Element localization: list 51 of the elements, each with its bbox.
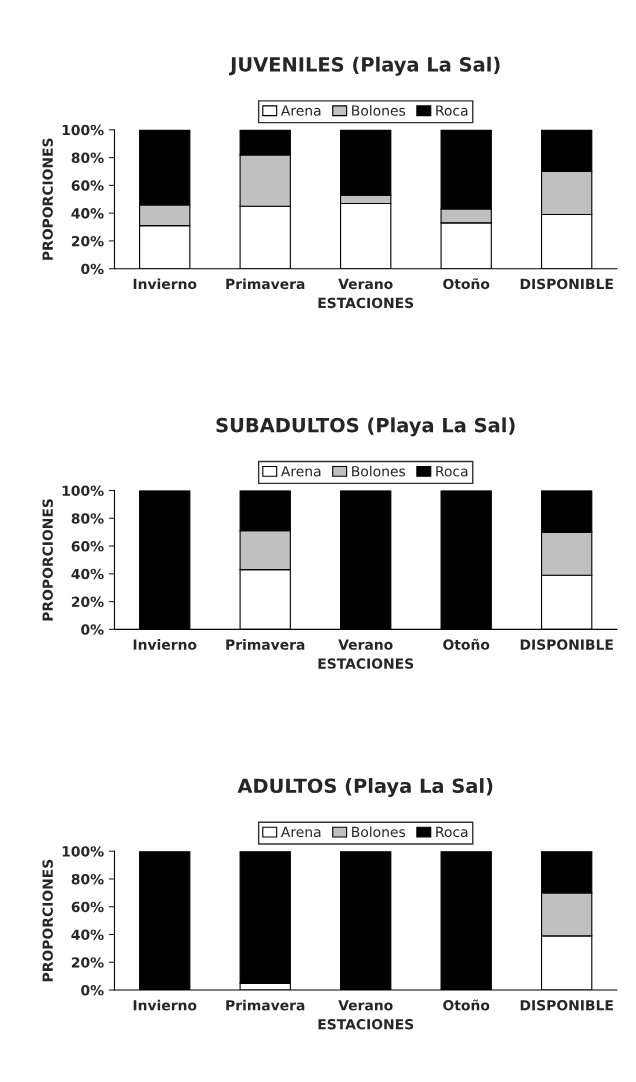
x-tick-label: Verano — [338, 639, 393, 650]
x-tick-label: Primavera — [226, 639, 305, 650]
x-tick-label: DISPONIBLE — [520, 639, 613, 650]
legend-label: Bolones — [352, 465, 406, 477]
y-tick-label: 60% — [71, 180, 104, 191]
legend-label: Arena — [280, 826, 321, 838]
y-axis-title: PROPORCIONES — [42, 499, 53, 621]
x-axis-title: ESTACIONES — [318, 658, 414, 669]
x-tick-label: Otoño — [443, 999, 490, 1011]
y-tick-label: 80% — [71, 873, 104, 885]
legend-label: Roca — [436, 826, 468, 838]
legend-label: Roca — [436, 105, 468, 116]
x-tick-label: Otoño — [443, 638, 490, 650]
x-tick-label: Invierno — [133, 639, 197, 650]
y-tick-label: 100% — [62, 846, 104, 857]
y-axis-title: PROPORCIONES — [42, 859, 53, 982]
legend-label: Arena — [280, 105, 321, 116]
chart-title: ADULTOS (Playa La Sal) — [237, 778, 493, 798]
y-tick-label: 40% — [71, 568, 104, 580]
y-tick-label: 80% — [71, 513, 104, 524]
x-tick-label: Primavera — [226, 278, 305, 290]
y-tick-label: 100% — [62, 124, 104, 136]
x-tick-label: Verano — [338, 1000, 393, 1011]
y-tick-label: 80% — [71, 152, 104, 164]
chart-title: JUVENILES (Playa La Sal) — [229, 56, 500, 76]
y-tick-label: 20% — [71, 596, 104, 608]
y-axis-title: PROPORCIONES — [42, 138, 53, 260]
y-tick-label: 20% — [71, 957, 104, 968]
x-tick-label: DISPONIBLE — [520, 278, 613, 290]
y-tick-label: 40% — [71, 208, 104, 219]
legend-label: Bolones — [352, 826, 406, 838]
y-tick-label: 100% — [62, 485, 104, 496]
x-tick-label: Primavera — [226, 999, 305, 1011]
y-tick-label: 40% — [71, 929, 104, 940]
y-tick-label: 20% — [71, 235, 104, 247]
x-tick-label: Invierno — [133, 278, 197, 290]
x-tick-label: DISPONIBLE — [520, 1000, 613, 1011]
chart-title: SUBADULTOS (Playa La Sal) — [216, 417, 515, 437]
legend-label: Bolones — [352, 105, 406, 116]
x-axis-title: ESTACIONES — [318, 1018, 414, 1030]
legend-label: Roca — [436, 466, 468, 477]
x-tick-label: Invierno — [133, 999, 197, 1011]
x-axis-title: ESTACIONES — [318, 297, 414, 309]
x-tick-label: Verano — [338, 278, 393, 290]
y-tick-label: 0% — [81, 985, 104, 996]
y-tick-label: 0% — [81, 624, 104, 635]
y-tick-label: 60% — [71, 901, 104, 913]
legend-label: Arena — [280, 466, 321, 477]
y-tick-label: 60% — [71, 541, 104, 552]
x-tick-label: Otoño — [443, 278, 490, 290]
y-tick-label: 0% — [81, 263, 104, 275]
